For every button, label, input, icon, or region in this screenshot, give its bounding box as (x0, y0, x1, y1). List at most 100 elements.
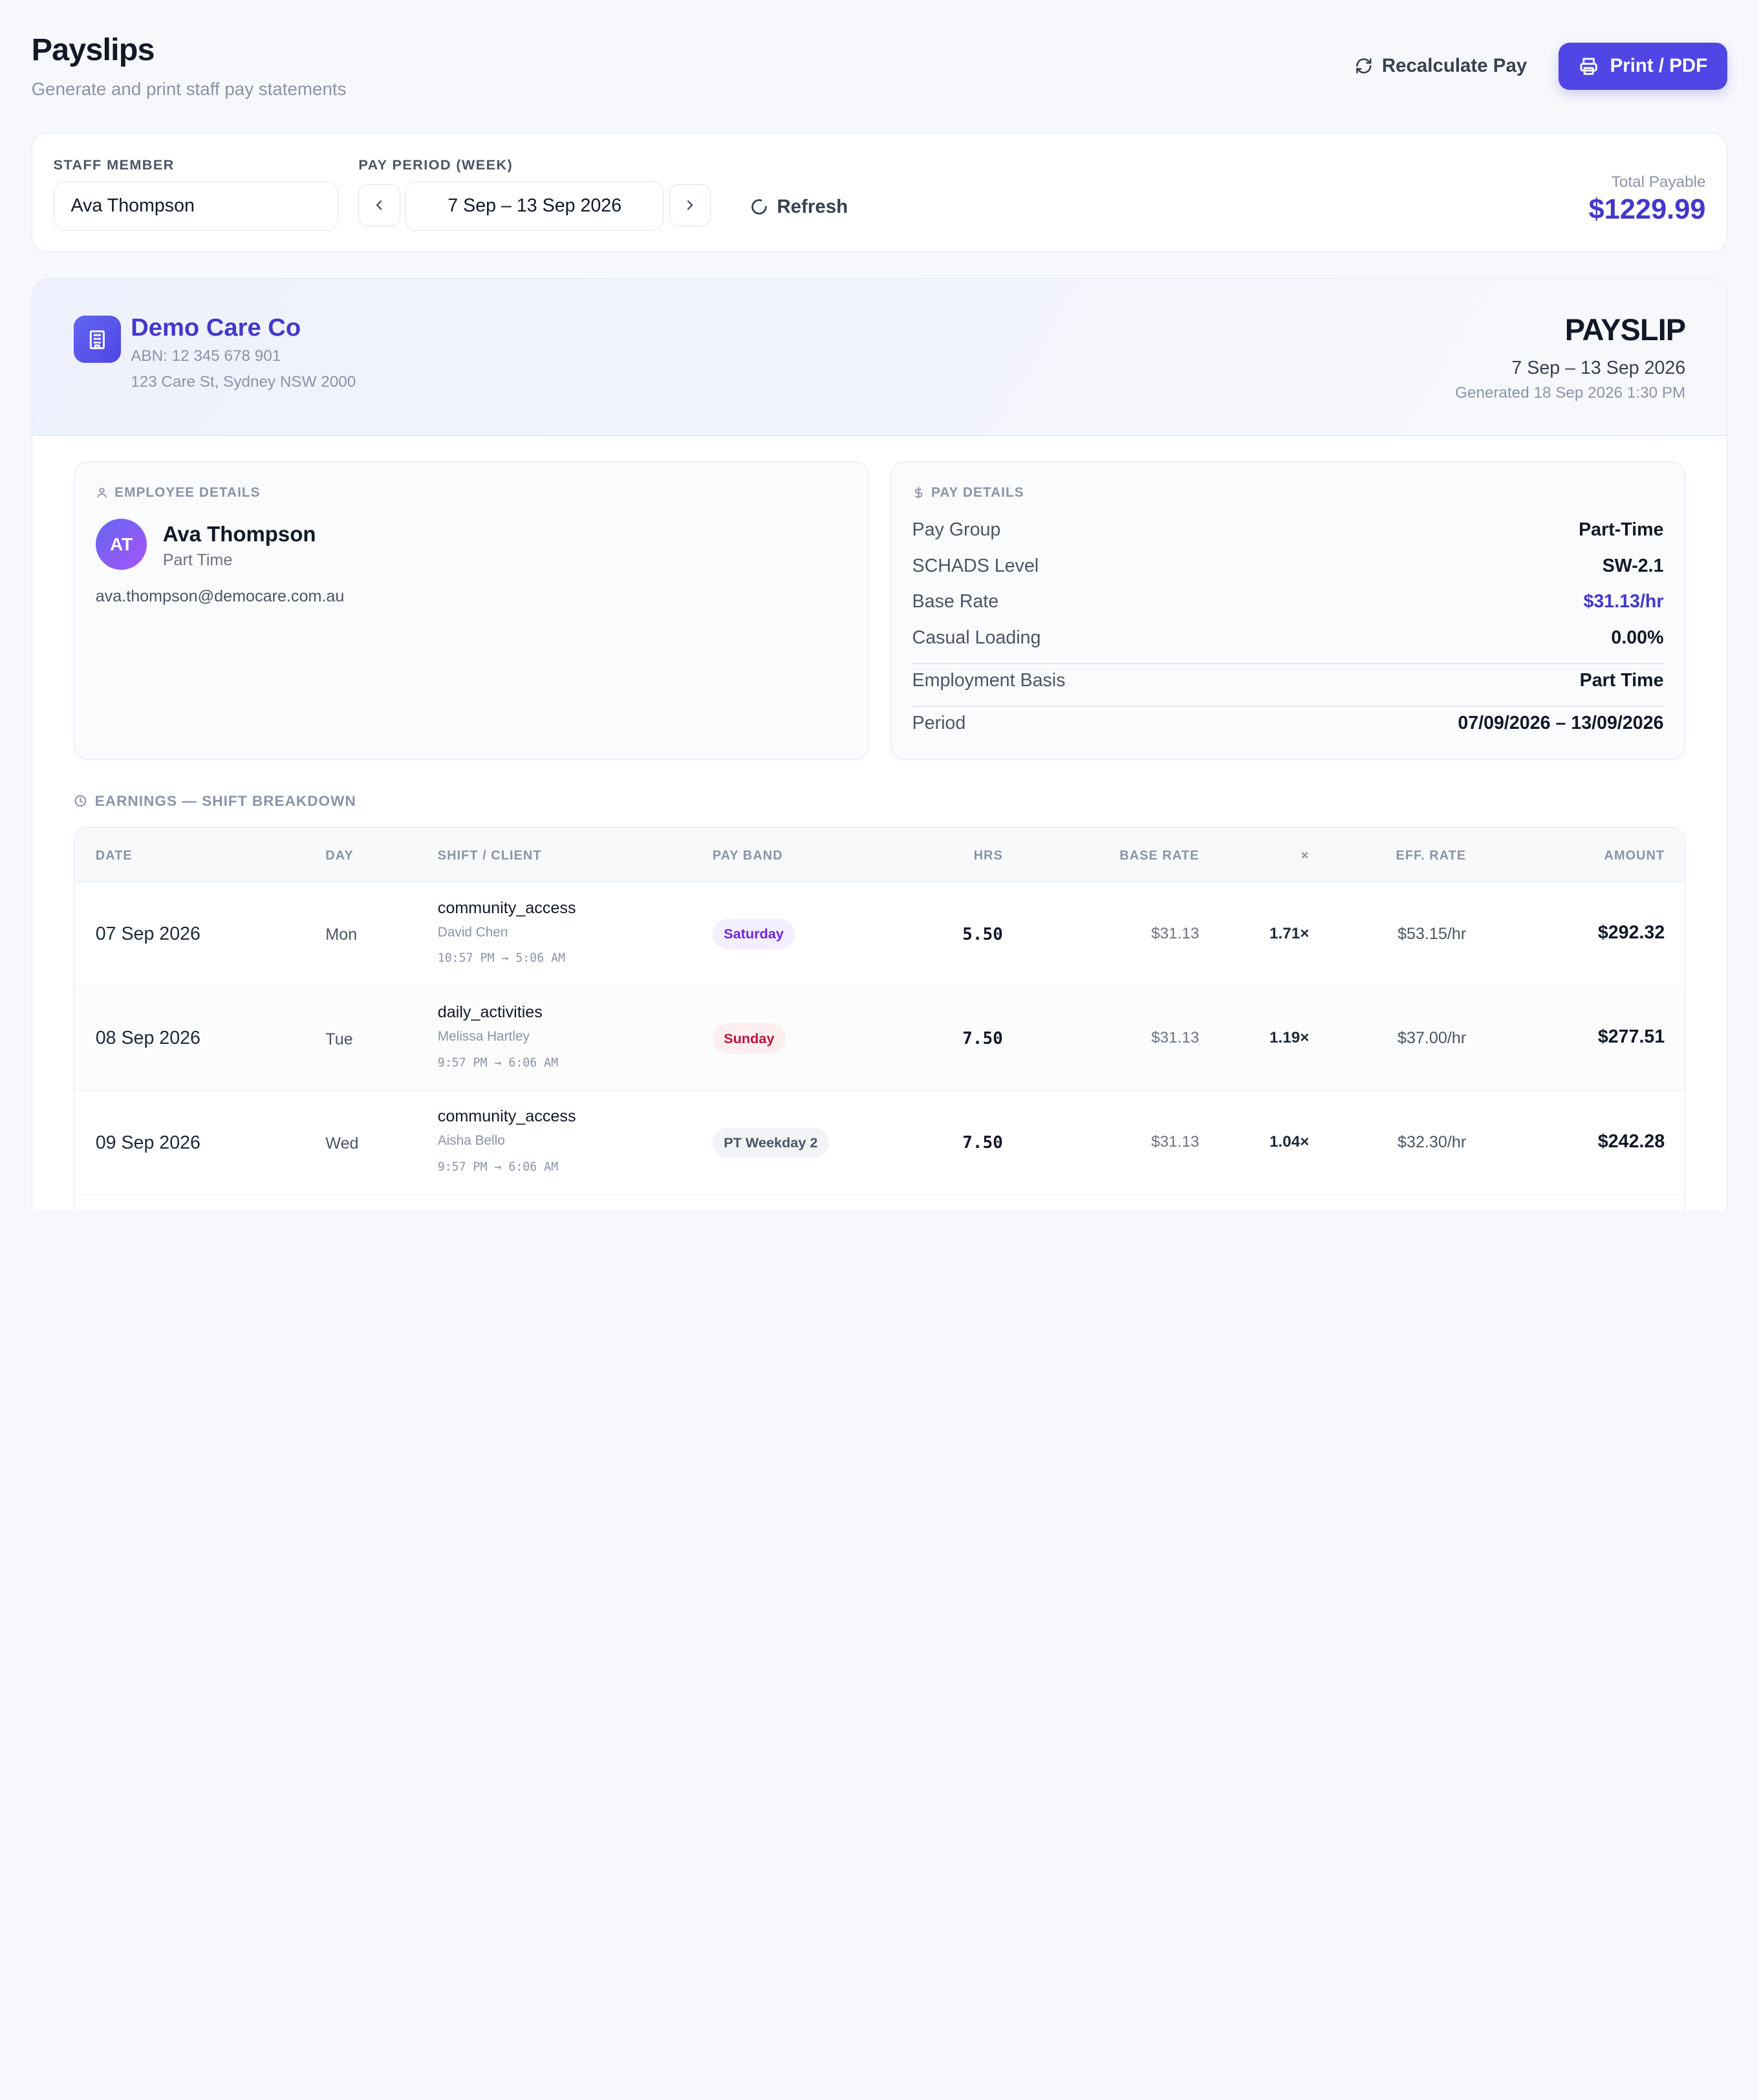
shift-date: 09 Sep 2026 (95, 1132, 200, 1153)
table-row: 09 Sep 2026 Wed community_access Aisha B… (74, 1090, 1685, 1195)
shift-multiplier: 1.71× (1269, 924, 1310, 942)
shift-hours: 5.50 (962, 924, 1003, 944)
column-header-shift: SHIFT / CLIENT (437, 848, 542, 863)
column-header-day: DAY (325, 848, 354, 863)
pay-detail-key: Casual Loading (912, 627, 1041, 648)
column-header-base-rate: BASE RATE (1119, 848, 1200, 863)
pay-detail-row: Pay Group Part-Time (912, 519, 1664, 541)
shift-multiplier: 1.19× (1269, 1028, 1310, 1046)
pay-details-heading: PAY DETAILS (912, 485, 1024, 501)
payslips-page: Payslips Generate and print staff pay st… (31, 32, 1728, 1211)
employee-email: ava.thompson@democare.com.au (95, 587, 345, 605)
refresh-button[interactable]: Refresh (750, 196, 848, 218)
column-header-hrs: HRS (973, 848, 1003, 863)
recalculate-pay-button[interactable]: Recalculate Pay (1355, 55, 1527, 77)
filter-bar: STAFF MEMBER Ava Thompson PAY PERIOD (WE… (31, 132, 1728, 253)
header-actions: Recalculate Pay Print / PDF (1355, 42, 1728, 90)
refresh-cw-icon (1356, 58, 1372, 74)
pay-detail-key: Employment Basis (912, 669, 1066, 691)
employee-details-heading: EMPLOYEE DETAILS (96, 485, 261, 501)
shift-eff-rate: $37.00/hr (1397, 1028, 1467, 1047)
pay-detail-value: Part Time (1579, 669, 1664, 691)
pay-detail-value: 07/09/2026 – 13/09/2026 (1458, 712, 1664, 733)
total-payable-value: $1229.99 (1588, 193, 1706, 225)
payslip-generated: Generated 18 Sep 2026 1:30 PM (1455, 384, 1686, 402)
recalculate-pay-label: Recalculate Pay (1381, 55, 1527, 77)
pay-band-badge: PT Weekday 2 (712, 1127, 829, 1158)
company-logo (73, 316, 121, 363)
shift-client: Melissa Hartley (437, 1028, 530, 1044)
column-header-pay-band: PAY BAND (712, 848, 783, 863)
shift-type: daily_activities (437, 1003, 543, 1022)
previous-period-button[interactable] (358, 184, 400, 226)
staff-member-select[interactable]: Ava Thompson (53, 181, 339, 231)
payslip-title: PAYSLIP (1564, 313, 1686, 347)
pay-detail-row: Casual Loading 0.00% (912, 627, 1664, 649)
payslip-card: Demo Care Co ABN: 12 345 678 901 123 Car… (31, 278, 1728, 1211)
pay-detail-key: SCHADS Level (912, 555, 1039, 576)
shift-multiplier: 1.04× (1269, 1133, 1310, 1151)
refresh-label: Refresh (777, 195, 848, 217)
shift-base-rate: $31.13 (1151, 1133, 1200, 1151)
pay-detail-key: Pay Group (912, 519, 1001, 541)
shift-date: 08 Sep 2026 (95, 1028, 200, 1049)
shift-amount: $292.32 (1597, 922, 1665, 944)
chevron-right-icon (687, 200, 693, 210)
column-header-multiplier: × (1300, 848, 1310, 863)
building-icon (89, 330, 105, 349)
shift-client: David Chen (437, 924, 508, 940)
loader-icon (751, 199, 767, 215)
earnings-label: EARNINGS — SHIFT BREAKDOWN (94, 792, 356, 809)
shift-client: Aisha Bello (437, 1133, 505, 1149)
shift-base-rate: $31.13 (1151, 1028, 1200, 1046)
pay-period-value: 7 Sep – 13 Sep 2026 (448, 195, 622, 216)
shift-amount: $242.28 (1597, 1131, 1665, 1152)
divider (912, 706, 1664, 708)
shift-hours: 7.50 (962, 1028, 1003, 1048)
pay-detail-value: Part-Time (1579, 519, 1664, 541)
pay-detail-row: Employment Basis Part Time (912, 670, 1664, 691)
shift-time: 9:57 PM → 6:06 AM (437, 1055, 559, 1070)
column-header-eff-rate: EFF. RATE (1396, 848, 1467, 863)
shift-base-rate: $31.13 (1151, 924, 1200, 942)
shift-date: 07 Sep 2026 (95, 923, 200, 944)
pay-period-display[interactable]: 7 Sep – 13 Sep 2026 (405, 181, 664, 231)
table-row: 07 Sep 2026 Mon community_access David C… (74, 882, 1685, 987)
pay-detail-value: SW-2.1 (1602, 555, 1664, 576)
employee-details-label: EMPLOYEE DETAILS (114, 484, 261, 500)
earnings-table: DATE DAY SHIFT / CLIENT PAY BAND HRS BAS… (73, 827, 1686, 1211)
staff-member-value: Ava Thompson (70, 195, 195, 216)
table-header: DATE DAY SHIFT / CLIENT PAY BAND HRS BAS… (74, 828, 1685, 882)
shift-day: Mon (325, 926, 358, 944)
pay-detail-key: Base Rate (912, 591, 999, 612)
shift-type: community_access (437, 898, 576, 917)
shift-hours: 7.50 (962, 1133, 1003, 1153)
print-pdf-button[interactable]: Print / PDF (1558, 42, 1728, 90)
employee-type: Part Time (162, 550, 233, 569)
table-row: 08 Sep 2026 Tue daily_activities Melissa… (74, 986, 1685, 1091)
print-pdf-label: Print / PDF (1610, 55, 1708, 77)
user-icon (96, 488, 107, 498)
pay-period-label: PAY PERIOD (WEEK) (358, 157, 513, 173)
column-header-date: DATE (95, 848, 133, 863)
page-header: Payslips Generate and print staff pay st… (32, 32, 347, 100)
column-header-amount: AMOUNT (1604, 848, 1665, 863)
pay-band-badge: Saturday (712, 918, 795, 949)
total-payable: Total Payable $1229.99 (1589, 173, 1706, 225)
clock-icon (74, 795, 86, 807)
shift-day: Wed (325, 1134, 359, 1153)
next-period-button[interactable] (669, 184, 711, 226)
pay-band-badge: Sunday (712, 1023, 786, 1054)
payslip-header: Demo Care Co ABN: 12 345 678 901 123 Car… (32, 279, 1727, 437)
company-address: 123 Care St, Sydney NSW 2000 (131, 373, 356, 391)
pay-detail-row: SCHADS Level SW-2.1 (912, 556, 1664, 577)
pay-details-label: PAY DETAILS (931, 484, 1024, 500)
pay-details-panel: PAY DETAILS Pay Group Part-Time SCHADS L… (890, 461, 1686, 761)
employee-name: Ava Thompson (162, 521, 316, 546)
company-name: Demo Care Co (131, 313, 301, 341)
shift-time: 10:57 PM → 5:06 AM (437, 951, 566, 966)
chevron-left-icon (376, 200, 382, 210)
shift-time: 9:57 PM → 6:06 AM (437, 1160, 559, 1174)
divider (912, 663, 1664, 665)
pay-detail-row: Base Rate $31.13/hr (912, 591, 1664, 612)
